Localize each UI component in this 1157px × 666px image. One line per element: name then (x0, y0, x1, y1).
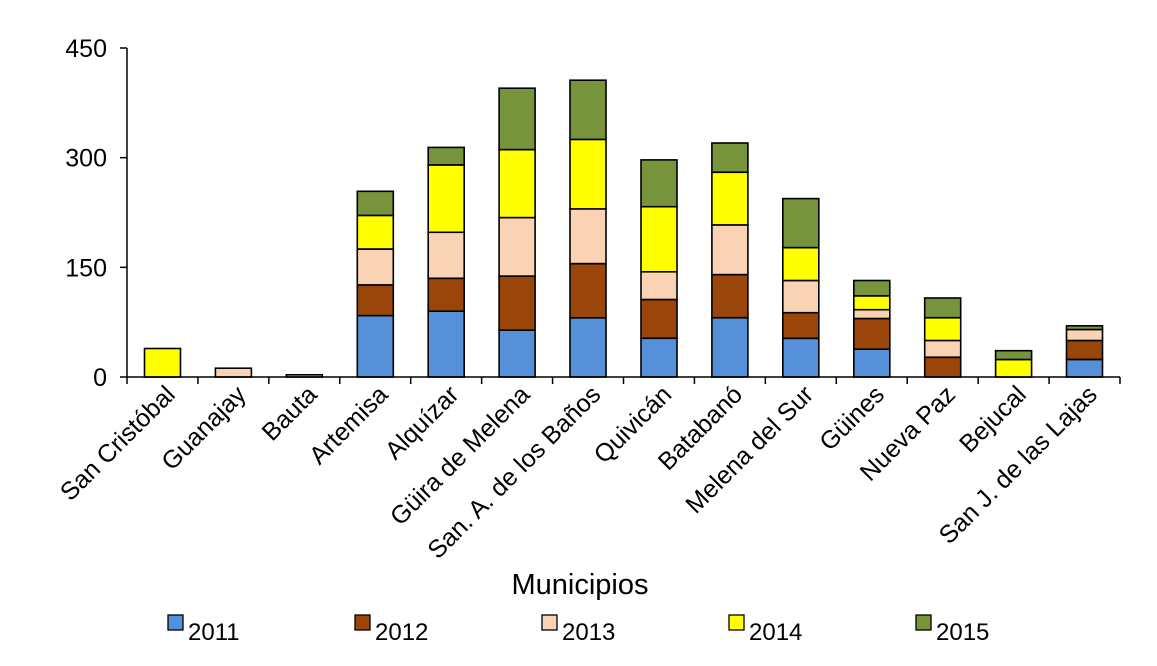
bar-segment-2013-1 (214, 367, 253, 378)
bar-segment-2015-7 (640, 159, 678, 208)
bar-segment-2015-8 (711, 142, 749, 174)
bar-segment-2015-10 (852, 279, 891, 297)
legend-label-2015: 2015 (936, 619, 989, 646)
bar-segment-2014-5 (498, 148, 536, 219)
bar-segment-2014-4 (427, 164, 466, 234)
bar-segment-2011-4 (427, 310, 466, 378)
bar-segment-2015-6 (569, 79, 607, 141)
legend: 2011 2012 2013 2014 2015 (167, 614, 989, 646)
legend-swatch-2015 (915, 614, 932, 631)
bar-segment-2014-6 (569, 138, 607, 210)
bar-segment-2012-5 (498, 275, 536, 332)
bar-segment-2015-9 (781, 197, 820, 249)
bar-segment-2015-13 (1065, 324, 1104, 331)
bar-segment-2011-6 (569, 316, 607, 378)
bar-segment-2015-4 (427, 146, 466, 166)
bar-segment-2012-13 (1065, 339, 1104, 361)
bar-segment-2012-6 (569, 262, 607, 319)
bar-segment-2014-8 (711, 171, 749, 226)
bar-segment-2011-3 (356, 314, 395, 378)
bar-segment-2011-9 (781, 337, 820, 378)
y-tick-label-1: 150 (65, 254, 107, 282)
bar-layer (143, 79, 1104, 378)
bar-segment-2015-3 (356, 190, 395, 217)
bar-segment-2013-13 (1065, 328, 1104, 342)
bar-segment-2014-7 (640, 205, 678, 273)
bar-segment-2014-11 (923, 316, 962, 342)
bar-segment-2014-10 (852, 294, 891, 311)
y-tick-labels: 0 150 300 450 (65, 35, 107, 392)
legend-swatch-2012 (354, 614, 371, 631)
y-tick-label-3: 450 (65, 35, 107, 63)
bar-segment-2015-5 (498, 87, 536, 151)
bar-segment-2015-12 (994, 349, 1033, 361)
legend-label-2013: 2013 (562, 619, 615, 646)
x-category-label-0: San Cristóbal (55, 380, 181, 506)
bar-segment-2011-8 (711, 316, 749, 378)
bar-segment-2014-9 (781, 246, 820, 282)
bar-segment-2014-3 (356, 214, 395, 250)
bar-segment-2013-9 (781, 279, 820, 314)
bar-segment-2011-5 (498, 329, 536, 378)
x-axis-title: Municipios (512, 569, 649, 601)
legend-label-2014: 2014 (749, 619, 802, 646)
bar-segment-2013-4 (427, 231, 466, 280)
bar-segment-2012-11 (923, 356, 962, 378)
bar-segment-2012-3 (356, 284, 395, 317)
legend-swatch-2014 (728, 614, 745, 631)
legend-label-2011: 2011 (188, 619, 240, 646)
legend-label-2012: 2012 (375, 619, 428, 646)
bar-segment-2012-10 (852, 317, 891, 351)
legend-swatch-2011 (167, 614, 184, 631)
legend-swatch-2013 (541, 614, 558, 631)
bar-segment-2012-4 (427, 277, 466, 312)
bar-segment-2015-11 (923, 297, 962, 319)
x-category-label-9: Melena del Sur (680, 380, 819, 519)
bar-segment-2013-3 (356, 248, 395, 286)
x-category-label-3: Artemisa (304, 380, 394, 470)
bar-segment-2012-7 (640, 298, 678, 340)
axes (120, 47, 1121, 384)
bar-segment-2013-8 (711, 224, 749, 276)
y-tick-label-2: 300 (65, 145, 107, 173)
x-category-label-2: Bauta (257, 380, 323, 446)
bar-segment-2012-9 (781, 311, 820, 340)
bar-segment-2011-13 (1065, 358, 1104, 378)
bar-segment-2011-10 (852, 348, 891, 378)
bar-segment-2013-7 (640, 270, 678, 301)
bar-segment-2011-7 (640, 337, 678, 378)
bar-segment-2014-12 (994, 358, 1033, 378)
bar-segment-2013-11 (923, 339, 962, 358)
bar-segment-2012-8 (711, 273, 749, 319)
y-tick-label-0: 0 (93, 364, 107, 392)
bar-segment-2014-0 (143, 347, 182, 378)
bar-segment-2013-10 (852, 308, 891, 320)
bar-segment-2013-5 (498, 216, 536, 277)
bar-segment-2013-6 (569, 208, 607, 265)
